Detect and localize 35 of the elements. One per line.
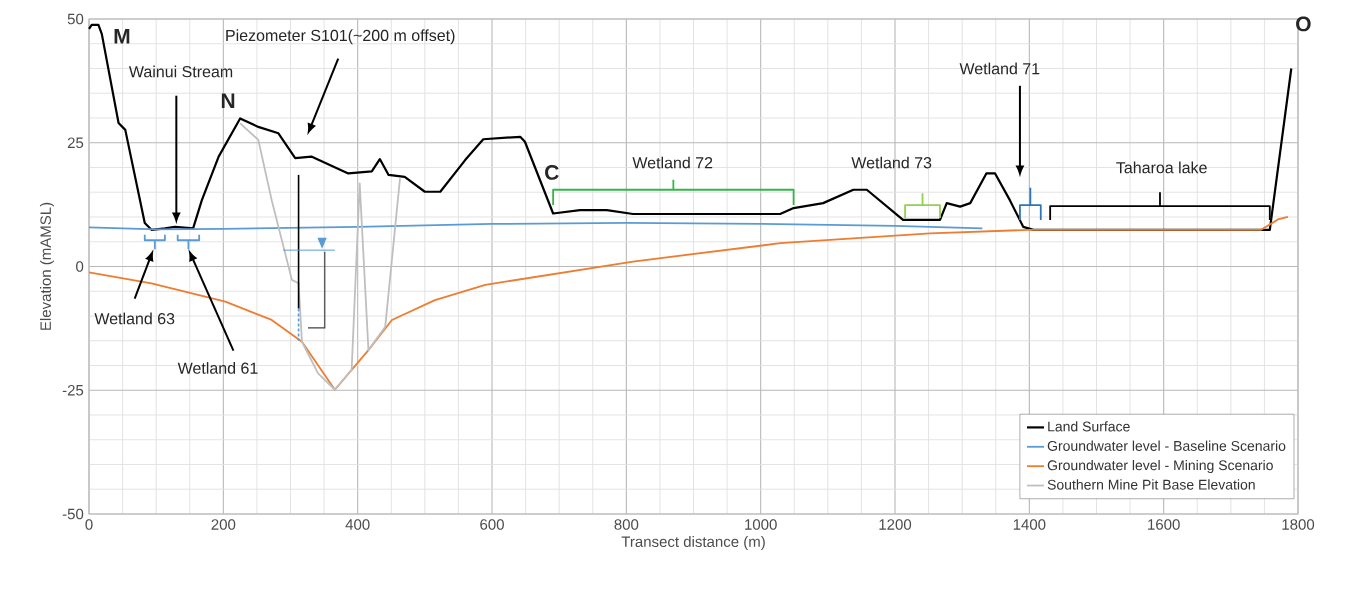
y-axis-title: Elevation (mAMSL): [39, 202, 54, 330]
x-tick-label: 1800: [1282, 519, 1315, 530]
x-tick-label: 400: [345, 519, 370, 530]
y-tick-label: 25: [67, 137, 84, 149]
annotation: Taharoa lake: [1116, 161, 1207, 174]
annotation: Wainui Stream: [128, 65, 233, 78]
x-tick-label: 600: [480, 519, 504, 530]
annotation: Wetland 73: [851, 156, 932, 169]
line-series: [88, 222, 984, 231]
x-axis-title: Transect distance (m): [621, 536, 765, 550]
x-tick-label: 1400: [1013, 519, 1046, 530]
y-tick-label: 0: [76, 261, 84, 272]
x-tick-label: 1000: [745, 519, 777, 530]
annotation: N: [221, 93, 235, 108]
annotation: O: [1296, 16, 1311, 32]
x-tick-label: 200: [211, 519, 236, 530]
annotation: Wetland 63: [94, 312, 175, 325]
y-tick-label: 50: [67, 13, 84, 25]
y-tick-label: -50: [62, 508, 84, 520]
legend-label: Groundwater level - Mining Scenario: [1047, 459, 1273, 474]
annotation: C: [545, 165, 559, 180]
y-tick-label: -25: [62, 384, 84, 396]
x-tick-label: 0: [85, 519, 93, 530]
x-tick-label: 1200: [879, 519, 912, 530]
annotation: Wetland 61: [177, 362, 258, 374]
x-tick-label: 1600: [1148, 519, 1180, 530]
annotation: Wetland 71: [959, 62, 1040, 75]
legend-label: Land Surface: [1048, 421, 1130, 432]
x-tick-label: 800: [614, 519, 639, 530]
annotation: Wetland 72: [632, 156, 713, 169]
annotation: Piezometer S101(~200 m offset): [226, 29, 455, 45]
annotation: M: [114, 29, 130, 44]
line-series: [239, 122, 401, 391]
legend-label: Southern Mine Pit Base Elevation: [1047, 479, 1255, 490]
legend-label: Groundwater level - Baseline Scenario: [1047, 440, 1286, 451]
